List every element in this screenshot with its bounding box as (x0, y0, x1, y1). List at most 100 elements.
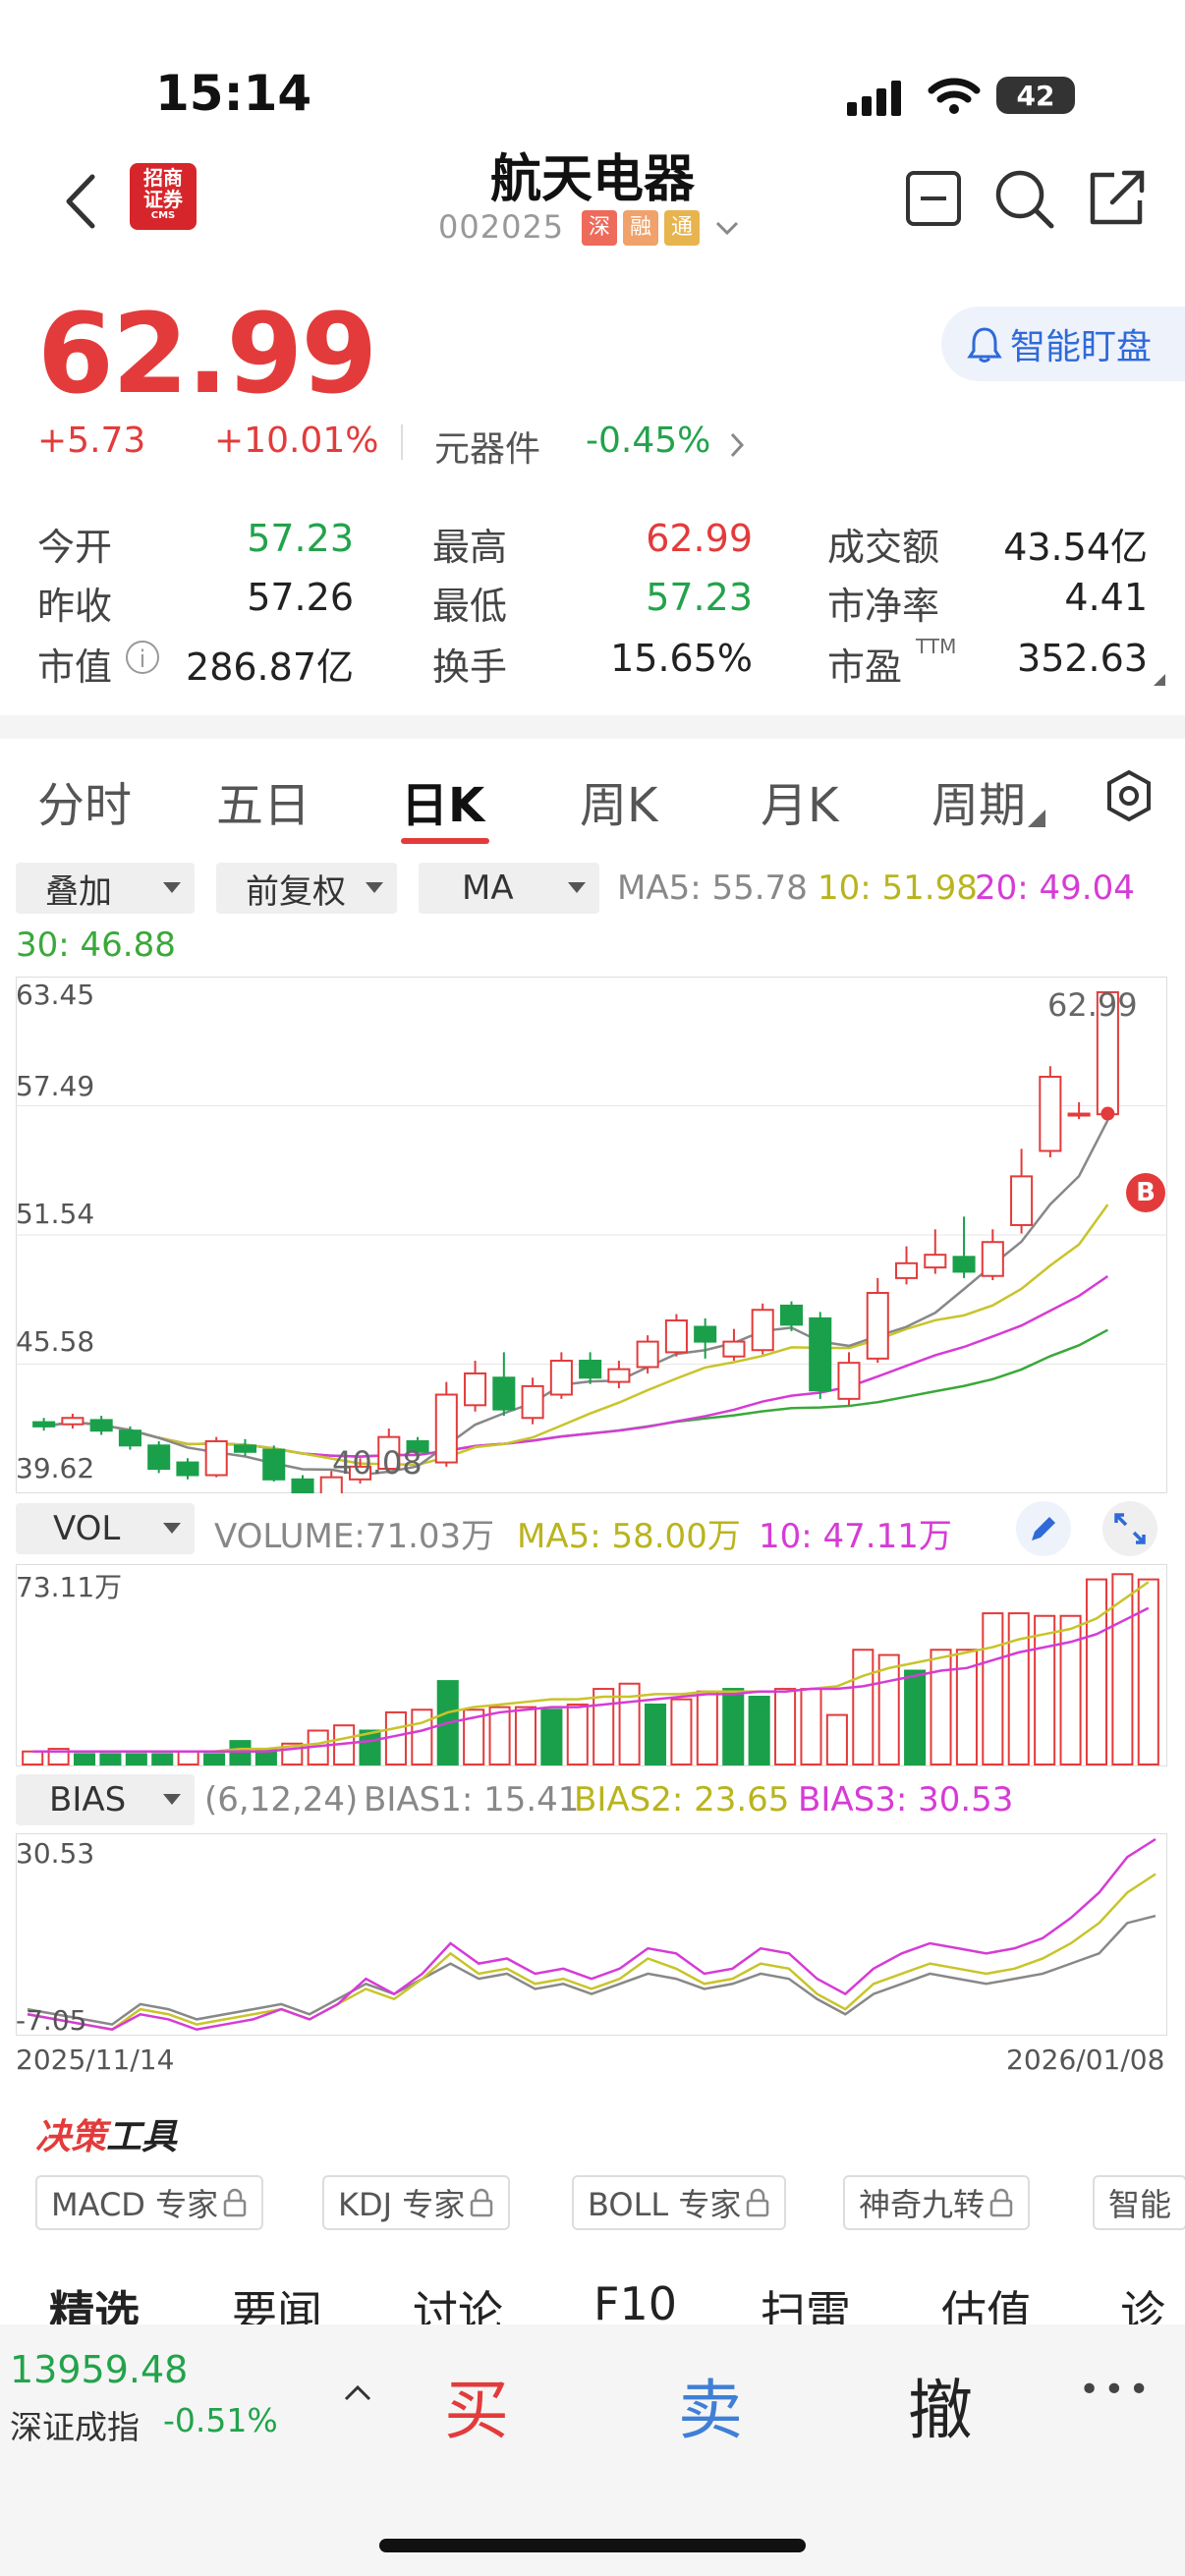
sector-name[interactable]: 元器件 (434, 429, 541, 470)
edit-button[interactable] (1016, 1501, 1071, 1556)
stat-value: 62.99 (646, 517, 753, 560)
pe-ttm-label: TTM (916, 635, 957, 658)
stock-code[interactable]: 002025 (438, 208, 565, 246)
share-icon[interactable] (1085, 167, 1148, 230)
candle-body (464, 1372, 487, 1407)
tool-button-4[interactable]: 智能 (1093, 2175, 1185, 2230)
bias-line-1 (27, 1914, 1157, 2026)
volume-chart[interactable] (16, 1564, 1167, 1766)
overlay-dropdown[interactable]: 叠加 (16, 863, 195, 914)
candle-body (1039, 1075, 1062, 1152)
buy-button[interactable]: 买 (444, 2373, 509, 2448)
last-close-dot (1100, 1106, 1115, 1121)
tool-button-3[interactable]: 神奇九转 (843, 2175, 1031, 2230)
sector-change-pct[interactable]: -0.45% (586, 420, 711, 461)
expand-corner-icon[interactable] (1152, 672, 1167, 688)
news-tab-3[interactable]: F10 (593, 2277, 677, 2330)
battery-indicator: 42 (996, 77, 1075, 114)
vol-ma5-value: MA5: 58.00万 (517, 1517, 741, 1556)
corner-triangle-icon (1028, 810, 1045, 827)
stat-value: 15.65% (610, 637, 753, 680)
search-icon[interactable] (992, 167, 1055, 230)
bias-border (16, 1833, 1167, 2036)
ma30-line (43, 1328, 1108, 1458)
tools-title-b: 工具 (106, 2117, 178, 2157)
candle-body (924, 1254, 947, 1269)
volume-bar (99, 1753, 122, 1766)
lock-icon (747, 2188, 769, 2217)
candle-body (147, 1444, 171, 1471)
volume-bar (774, 1688, 797, 1765)
volume-bar (696, 1690, 718, 1766)
candle-body (348, 1465, 372, 1481)
stat-label: 今开 (37, 526, 113, 569)
tab-5[interactable]: 周期 (931, 778, 1027, 833)
chevron-right-icon[interactable] (727, 430, 747, 460)
y-tick-3: 51.54 (16, 1198, 95, 1230)
chevron-up-icon[interactable] (342, 2381, 373, 2403)
y-tick-bottom: 39.62 (16, 1452, 95, 1484)
bias-y-tick-bottom: -7.05 (16, 2004, 87, 2037)
volume-bar (825, 1713, 848, 1766)
bias3-value: BIAS3: 30.53 (798, 1780, 1014, 1820)
expand-button[interactable] (1102, 1501, 1157, 1556)
settings-hexagon-icon[interactable] (1104, 768, 1154, 823)
volume-bar (47, 1748, 70, 1765)
stat-label: 最低 (432, 585, 508, 628)
volume-bar (514, 1706, 537, 1765)
indicator-dropdown[interactable]: MA (419, 863, 599, 914)
badge-rong: 融 (623, 210, 658, 246)
volume-bar (930, 1649, 952, 1765)
tool-label: 智能 (1108, 2186, 1172, 2223)
tool-button-1[interactable]: KDJ 专家 (322, 2175, 511, 2230)
info-icon[interactable]: i (126, 641, 159, 674)
candle-body (377, 1435, 401, 1471)
candle-body (636, 1340, 659, 1369)
cancel-button[interactable]: 撤 (908, 2373, 973, 2448)
sell-button[interactable]: 卖 (678, 2373, 743, 2448)
chevron-down-icon[interactable] (713, 218, 741, 238)
tool-button-2[interactable]: BOLL 专家 (572, 2175, 787, 2230)
candle-body (89, 1419, 113, 1432)
volume-bar (852, 1649, 875, 1765)
candle-body (664, 1319, 688, 1354)
index-pct[interactable]: -0.51% (163, 2401, 278, 2439)
candle-body (1010, 1175, 1034, 1226)
smart-watch-button[interactable]: 智能盯盘 (941, 307, 1185, 381)
adjust-dropdown[interactable]: 前复权 (216, 863, 397, 914)
index-value[interactable]: 13959.48 (10, 2348, 189, 2391)
tab-2[interactable]: 日K (401, 778, 485, 833)
more-button[interactable]: ••• (1079, 2370, 1154, 2410)
stat-label: 成交额 (827, 526, 940, 569)
low-price-label: 40.08 (332, 1444, 423, 1482)
back-arrow-icon[interactable] (61, 173, 100, 230)
wifi-icon (928, 78, 981, 114)
adjust-label: 前复权 (246, 871, 346, 912)
candle-body (809, 1316, 832, 1392)
stat-label: 昨收 (37, 585, 113, 628)
index-name[interactable]: 深证成指 (10, 2408, 140, 2446)
volume-bar (800, 1688, 822, 1765)
candlestick-chart[interactable] (16, 977, 1167, 1503)
tab-0[interactable]: 分时 (37, 778, 133, 833)
volume-svg (16, 1564, 1167, 1766)
candle-body (1067, 1112, 1091, 1117)
candle-body (866, 1291, 889, 1360)
bias-dropdown[interactable]: BIAS (16, 1774, 195, 1825)
tab-3[interactable]: 周K (580, 778, 658, 833)
stat-label: 换手 (432, 645, 508, 689)
stat-value: 57.26 (247, 576, 354, 619)
volume-bar (411, 1708, 433, 1765)
buy-signal-marker[interactable]: B (1126, 1173, 1165, 1212)
volume-bar (229, 1740, 252, 1766)
minimize-icon[interactable] (904, 169, 963, 228)
bias-chart[interactable] (16, 1833, 1167, 2036)
stat-value: 43.54亿 (1003, 526, 1148, 569)
volume-dropdown[interactable]: VOL (16, 1503, 195, 1554)
tab-1[interactable]: 五日 (216, 778, 311, 833)
tool-button-0[interactable]: MACD 专家 (35, 2175, 264, 2230)
tab-4[interactable]: 月K (761, 778, 839, 833)
divider (401, 424, 403, 460)
candle-body (291, 1478, 314, 1500)
volume-bar (1137, 1578, 1159, 1766)
